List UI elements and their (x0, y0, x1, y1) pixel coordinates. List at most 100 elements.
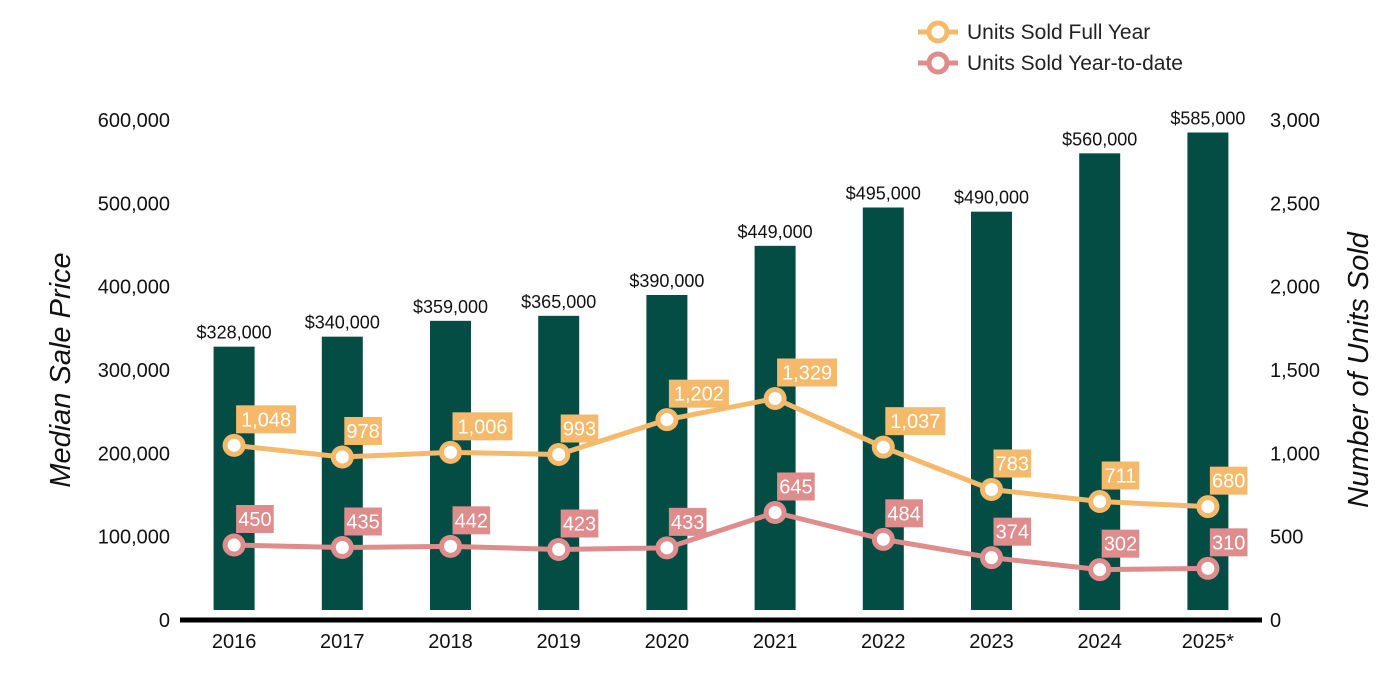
y2-tick-label: 1,000 (1270, 443, 1320, 465)
y-axis-title: Median Sale Price (45, 252, 77, 487)
series-1-label-box (1101, 461, 1140, 490)
series-2-value-label: 645 (779, 477, 812, 499)
series-2-marker (980, 546, 1003, 570)
series-1-label-box (993, 449, 1032, 478)
series-2-label-box (1101, 529, 1140, 558)
y2-tick-label: 3,000 (1270, 110, 1320, 132)
bar-value-label: $560,000 (1062, 129, 1137, 149)
series-1-marker (1196, 495, 1220, 519)
x-tick-label: 2018 (428, 631, 473, 653)
y2-tick-label: 2,500 (1270, 193, 1320, 215)
bar-2016 (213, 346, 255, 610)
bar-value-label: $495,000 (846, 184, 921, 204)
series-1-value-label: 1,329 (782, 363, 832, 385)
x-tick-label: 2017 (320, 631, 365, 653)
bar-value-label: $449,000 (738, 222, 813, 242)
bar-2021 (754, 245, 796, 611)
legend-label-2: Units Sold Year-to-date (967, 52, 1183, 75)
series-1-value-label: 680 (1212, 471, 1245, 493)
series-2-value-label: 433 (671, 512, 704, 534)
bar-value-label: $359,000 (413, 297, 488, 317)
series-1-value-label: 978 (346, 421, 379, 443)
legend: Units Sold Full Year Units Sold Year-to-d… (918, 20, 1183, 75)
series-2-label-box (777, 472, 815, 501)
bar-2017 (321, 336, 363, 610)
series-2-value-label: 450 (238, 509, 271, 531)
series-1-marker (980, 478, 1003, 501)
series-2-marker (655, 536, 679, 560)
series-1-value-label: 1,048 (241, 409, 291, 431)
y-tick-label: 600,000 (98, 110, 170, 132)
bar-value-label: $340,000 (305, 313, 380, 333)
series-2-value-label: 442 (455, 510, 488, 532)
y2-tick-label: 2,000 (1270, 277, 1320, 299)
series-2-marker (330, 536, 354, 559)
series-line-1 (233, 396, 1209, 510)
series-2-value-label: 302 (1104, 534, 1137, 556)
x-tick-label: 2025* (1182, 631, 1234, 653)
y2-tick-label: 1,500 (1270, 360, 1320, 382)
series-2-marker (547, 538, 571, 561)
legend-marker-1 (926, 20, 950, 44)
series-2-label-box (344, 507, 382, 536)
series-1-marker (547, 443, 571, 466)
series-2-label-box (236, 505, 274, 533)
series-1-label-box (885, 407, 946, 436)
series-line-2 (234, 510, 1208, 573)
series-2-marker (222, 533, 246, 557)
x-tick-label: 2023 (969, 631, 1014, 653)
bar-value-label: $328,000 (197, 323, 272, 343)
series-1-label-box (1209, 466, 1248, 495)
series-1-value-label: 711 (1105, 466, 1137, 488)
series-1-value-label: 1,037 (890, 411, 940, 433)
y-tick-label: 0 (159, 610, 170, 632)
y2-axis-title: Number of Units Sold (1343, 231, 1375, 507)
series-1-value-label: 1,006 (457, 416, 507, 438)
series-1-marker (222, 433, 246, 457)
bar-2018 (430, 320, 471, 610)
series-1-label-box (236, 405, 297, 434)
x-tick-label: 2021 (753, 631, 798, 653)
x-tick-label: 2019 (536, 631, 581, 653)
series-1-label-box (777, 358, 838, 387)
series-1-label-box (344, 417, 382, 445)
series-2-marker (439, 534, 462, 558)
series-2-value-label: 484 (887, 503, 920, 525)
axis-layer: 0 100,000 200,000 300,000 400,000 500,000 600,… (45, 110, 1375, 653)
series-2-value-label: 435 (346, 512, 379, 534)
series-2-marker (1088, 558, 1112, 582)
series-1-value-label: 1,202 (674, 384, 724, 406)
y2-tick-label: 500 (1270, 527, 1303, 549)
series-2-marker (1196, 556, 1220, 580)
series-1-marker (655, 408, 679, 432)
y-tick-label: 200,000 (98, 443, 170, 465)
bar-value-label: $490,000 (954, 188, 1029, 208)
bar-value-label: $390,000 (629, 271, 704, 291)
series-2-label-box (668, 507, 707, 536)
x-tick-label: 2020 (645, 631, 690, 653)
series-2-label-box (560, 509, 599, 538)
legend-label-1: Units Sold Full Year (967, 21, 1150, 44)
x-tick-label: 2016 (212, 631, 257, 653)
series-1-label-box (668, 379, 729, 408)
series-2-label-box (885, 499, 923, 528)
lines-layer: 1,048 978 1,006 993 1,202 1,329 1,037 783 711 680… (222, 358, 1248, 582)
series-1-value-label: 783 (996, 454, 1029, 476)
legend-marker-2 (926, 51, 950, 75)
series-1-marker (1088, 490, 1112, 513)
series-2-marker (763, 501, 787, 524)
series-2-label-box (452, 506, 491, 535)
y-tick-label: 400,000 (98, 277, 170, 299)
series-1-label-box (560, 414, 599, 443)
bar-value-label: $585,000 (1170, 109, 1245, 129)
series-2-value-label: 374 (996, 522, 1029, 544)
series-1-marker (330, 445, 354, 469)
series-2-value-label: 423 (563, 514, 596, 536)
series-2-label-box (1209, 528, 1248, 557)
series-1-marker (439, 440, 462, 464)
y-tick-label: 100,000 (98, 527, 170, 549)
x-tick-label: 2022 (861, 631, 906, 653)
bar-value-label: $365,000 (521, 292, 596, 312)
series-1-marker (871, 435, 895, 459)
